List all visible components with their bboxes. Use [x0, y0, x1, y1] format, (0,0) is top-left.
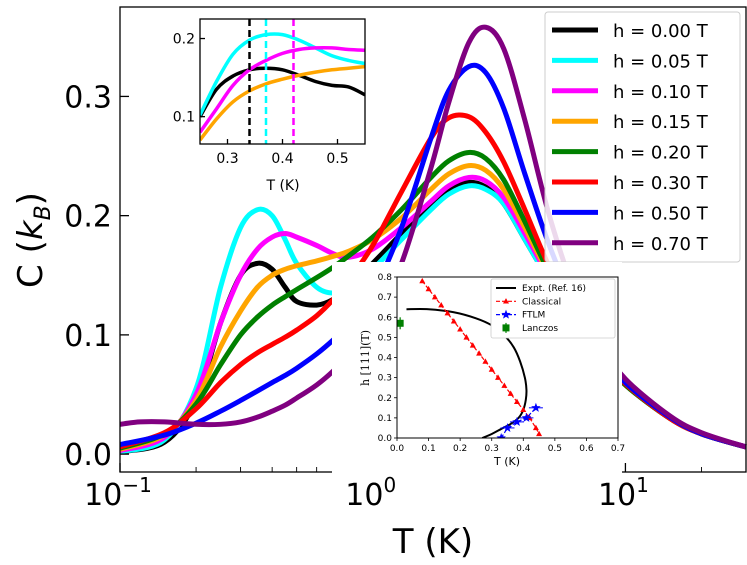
- phase-x-tick-label: 0.6: [579, 444, 594, 454]
- legend-label-h-0-05-t: h = 0.05 T: [613, 51, 709, 72]
- inset-line-h-0-15-t: [200, 64, 365, 142]
- phase-y-tick-label: 0.4: [378, 354, 393, 364]
- y-tick-label: 0.3: [64, 80, 112, 115]
- inset-x-tick-label: 0.5: [326, 151, 348, 167]
- main-x-axis-label: T (K): [392, 522, 473, 562]
- zoom-inset-series-group: [200, 19, 365, 144]
- phase-marker-classical: [536, 430, 543, 437]
- phase-marker-classical: [444, 310, 451, 316]
- inset-x-tick-label: 0.4: [271, 151, 293, 167]
- phase-legend-label-ftlm: FTLM: [522, 311, 545, 321]
- phase-x-tick-label: 0.5: [548, 444, 562, 454]
- zoom-inset-x-label: T (K): [265, 178, 299, 194]
- phase-y-tick-label: 0.7: [378, 293, 392, 303]
- phase-marker-classical: [425, 285, 432, 292]
- phase-y-tick-label: 0.0: [378, 434, 393, 444]
- y-tick-label: 0.0: [64, 438, 112, 473]
- phase-x-tick-label: 0.1: [421, 444, 435, 454]
- phase-marker-classical: [482, 358, 489, 364]
- zoom-inset: 0.3 0.4 0.5 0.1 0.2 T (K): [173, 18, 366, 194]
- phase-inset-y-label: h [111](T): [359, 330, 372, 386]
- phase-x-tick-label: 0.0: [390, 444, 405, 454]
- phase-legend-label-expt-ref-16: Expt. (Ref. 16): [522, 284, 586, 294]
- phase-marker-classical: [419, 277, 426, 284]
- phase-legend-label-lanczos: Lanczos: [522, 324, 558, 334]
- phase-legend-label-classical: Classical: [522, 297, 561, 307]
- x-tick-label: 100: [345, 473, 396, 513]
- phase-y-tick-label: 0.5: [378, 333, 392, 343]
- phase-marker-classical: [532, 424, 539, 431]
- phase-marker-classical: [513, 398, 520, 404]
- x-tick-label: 101: [598, 473, 649, 513]
- main-x-axis: 10−1 100 101: [84, 463, 702, 513]
- legend-label-h-0-30-t: h = 0.30 T: [613, 173, 709, 194]
- phase-marker-classical: [450, 318, 457, 324]
- phase-inset-axes: 0.0 0.1 0.2 0.3 0.4 0.5 0.6 0.7 0.0 0.1 0.2 0.3 0.4 0…: [378, 273, 625, 454]
- y-tick-label: 0.2: [64, 200, 112, 235]
- phase-marker-classical: [507, 390, 514, 396]
- phase-y-tick-label: 0.1: [378, 414, 392, 424]
- inset-line-h-0-00-t: [200, 66, 365, 118]
- inset-x-tick-label: 0.3: [216, 151, 238, 167]
- inset-line-h-0-10-t: [200, 45, 365, 134]
- phase-marker-classical: [520, 406, 527, 413]
- legend-label-h-0-00-t: h = 0.00 T: [613, 21, 709, 42]
- x-tick-label: 10−1: [84, 473, 152, 513]
- phase-x-tick-label: 0.2: [453, 444, 467, 454]
- y-tick-label: 0.1: [64, 319, 112, 354]
- legend-label-h-0-50-t: h = 0.50 T: [613, 203, 709, 224]
- legend-box: [544, 11, 741, 263]
- phase-diagram-inset: 0.0 0.1 0.2 0.3 0.4 0.5 0.6 0.7 0.0 0.1 0.2 0.3 0.4 0…: [332, 262, 625, 474]
- phase-marker-ftlm: [502, 422, 513, 432]
- main-y-axis: 0.0 0.1 0.2 0.3: [64, 80, 129, 473]
- inset-y-tick-label: 0.2: [173, 32, 195, 48]
- phase-marker-ftlm: [496, 433, 506, 438]
- legend-label-h-0-15-t: h = 0.15 T: [613, 112, 709, 133]
- phase-legend-box: [490, 278, 616, 339]
- phase-y-tick-label: 0.8: [378, 273, 393, 283]
- phase-y-tick-label: 0.6: [378, 313, 393, 323]
- phase-marker-classical: [488, 366, 495, 372]
- legend-label-h-0-10-t: h = 0.10 T: [613, 82, 709, 103]
- phase-y-tick-label: 0.2: [378, 394, 392, 404]
- phase-inset-series-group: [397, 277, 543, 438]
- phase-marker-classical: [501, 382, 508, 388]
- phase-marker-ftlm: [521, 412, 532, 422]
- phase-legend-marker-ftlm: [501, 309, 511, 319]
- zoom-inset-axes: 0.3 0.4 0.5 0.1 0.2: [173, 32, 349, 167]
- phase-marker-classical: [438, 301, 445, 308]
- legend-label-h-0-70-t: h = 0.70 T: [613, 234, 709, 255]
- phase-marker-classical: [457, 326, 464, 332]
- main-y-axis-label: C (kB): [11, 192, 56, 288]
- phase-marker-ftlm: [531, 402, 541, 412]
- phase-legend-marker-lanczos: [502, 324, 510, 332]
- phase-legend-marker-classical: [503, 298, 509, 304]
- phase-marker-classical: [476, 350, 483, 356]
- phase-marker-classical: [463, 334, 470, 340]
- phase-x-tick-label: 0.3: [485, 444, 499, 454]
- legend-label-h-0-20-t: h = 0.20 T: [613, 143, 709, 164]
- phase-marker-classical: [431, 293, 438, 300]
- inset-y-tick-label: 0.1: [173, 110, 195, 126]
- phase-inset-legend: Expt. (Ref. 16) Classical FTLM Lanczos: [490, 278, 616, 339]
- phase-y-tick-label: 0.3: [378, 374, 392, 384]
- phase-marker-lanczos: [397, 319, 404, 327]
- main-plot: 10−1 100 101 0.0 0.1 0.2 0.3 T (K) C (kB) h =…: [11, 6, 747, 562]
- phase-marker-ftlm: [512, 416, 522, 426]
- main-legend: h = 0.00 T h = 0.05 T h = 0.10 T h = 0.15 T…: [544, 11, 741, 263]
- phase-x-tick-label: 0.4: [516, 444, 531, 454]
- phase-marker-classical: [469, 342, 476, 348]
- phase-x-tick-label: 0.7: [611, 444, 625, 454]
- inset-line-h-0-05-t: [200, 32, 365, 116]
- phase-marker-classical: [495, 374, 502, 380]
- phase-inset-x-label: T (K): [493, 455, 520, 468]
